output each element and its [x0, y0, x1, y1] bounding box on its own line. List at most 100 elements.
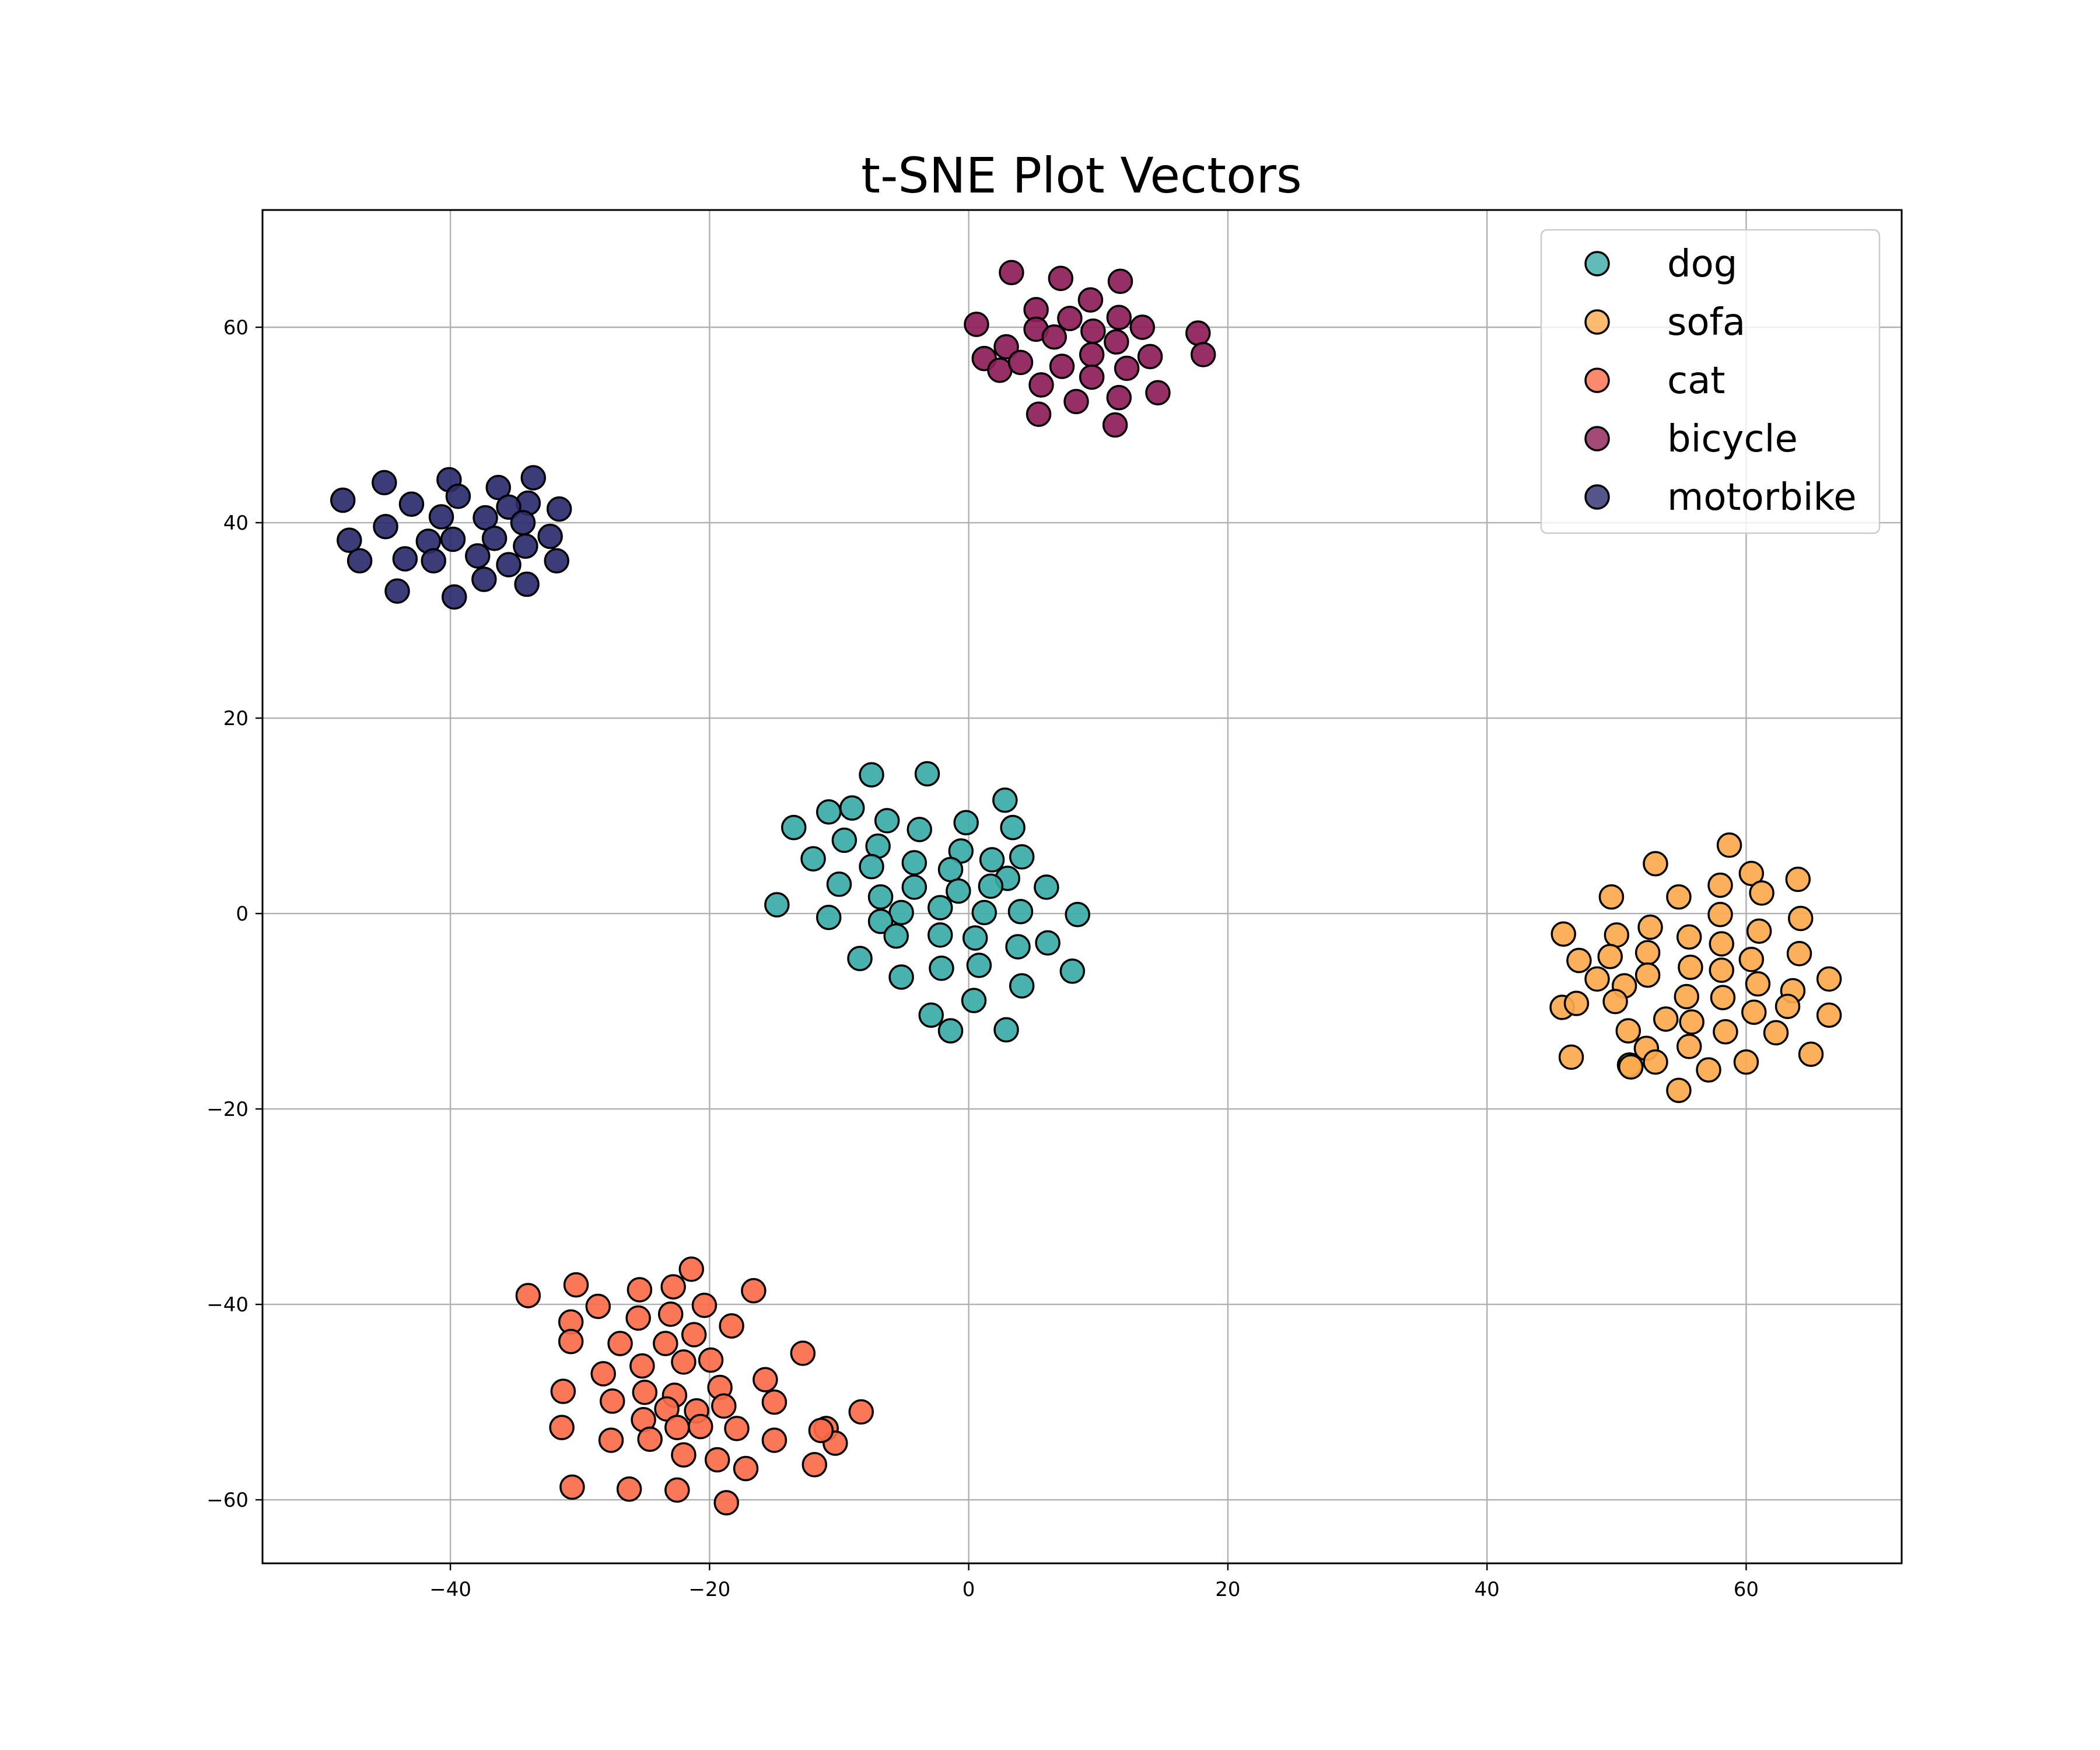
- point-cat: [657, 1301, 684, 1327]
- point-dog: [1005, 934, 1031, 960]
- x-tick-label: 20: [1215, 1578, 1240, 1601]
- point-cat: [598, 1427, 624, 1453]
- point-cat: [802, 1452, 828, 1478]
- point-sofa: [1745, 971, 1771, 997]
- point-sofa: [1563, 991, 1590, 1016]
- point-motorbike: [372, 470, 397, 496]
- point-sofa: [1709, 931, 1734, 957]
- point-dog: [937, 856, 964, 883]
- point-dog: [831, 827, 858, 853]
- point-dog: [1065, 901, 1090, 928]
- point-dog: [816, 905, 842, 930]
- point-sofa: [1786, 940, 1812, 967]
- point-sofa: [1738, 947, 1765, 972]
- y-tick-label: 0: [236, 902, 249, 926]
- point-cat: [664, 1477, 690, 1503]
- point-bicycle: [1107, 268, 1133, 295]
- point-cat: [632, 1380, 658, 1405]
- point-dog: [1009, 973, 1035, 999]
- point-cat: [515, 1283, 541, 1308]
- point-dog: [1059, 958, 1086, 984]
- point-dog: [953, 810, 979, 836]
- point-sofa: [1787, 905, 1814, 932]
- point-cat: [590, 1361, 616, 1387]
- point-cat: [733, 1455, 759, 1482]
- point-cat: [808, 1418, 834, 1443]
- point-dog: [993, 1017, 1019, 1043]
- point-sofa: [1643, 850, 1668, 877]
- point-bicycle: [1185, 320, 1211, 346]
- point-dog: [847, 946, 873, 971]
- point-bicycle: [1007, 349, 1034, 376]
- series-cat: [515, 1256, 874, 1516]
- point-sofa: [1676, 924, 1702, 950]
- point-sofa: [1584, 966, 1610, 992]
- x-tick-label: 40: [1475, 1578, 1500, 1601]
- point-sofa: [1550, 921, 1576, 947]
- legend-label: dog: [1667, 243, 1737, 286]
- legend-marker: [1584, 426, 1610, 452]
- point-cat: [752, 1367, 778, 1392]
- point-sofa: [1774, 993, 1801, 1019]
- point-bicycle: [1137, 344, 1163, 370]
- point-cat: [616, 1476, 642, 1502]
- point-cat: [559, 1474, 585, 1500]
- point-motorbike: [471, 566, 497, 592]
- point-sofa: [1604, 922, 1630, 948]
- point-bicycle: [1057, 306, 1083, 331]
- y-tick-label: 40: [223, 512, 249, 535]
- point-dog: [928, 922, 953, 948]
- point-cat: [660, 1274, 686, 1300]
- point-motorbike: [464, 543, 491, 569]
- legend: dog sofa cat bicycle motorbike: [1540, 229, 1881, 534]
- point-cat: [724, 1416, 750, 1441]
- point-cat: [549, 1415, 575, 1440]
- point-sofa: [1597, 944, 1623, 970]
- legend-marker: [1584, 251, 1610, 276]
- point-bicycle: [1104, 329, 1129, 355]
- y-tick-label: 20: [223, 707, 249, 730]
- point-bicycle: [1041, 324, 1067, 350]
- point-bicycle: [1190, 342, 1216, 368]
- point-dog: [888, 964, 914, 990]
- point-sofa: [1634, 940, 1661, 965]
- point-cat: [664, 1415, 690, 1440]
- data-points: [330, 260, 1842, 1516]
- point-cat: [678, 1256, 705, 1282]
- point-sofa: [1566, 947, 1592, 974]
- point-dog: [971, 900, 998, 926]
- point-dog: [816, 799, 842, 825]
- point-bicycle: [1129, 314, 1156, 340]
- legend-entry-cat: cat: [1584, 359, 1726, 402]
- point-dog: [874, 808, 900, 834]
- point-cat: [761, 1427, 788, 1453]
- point-sofa: [1676, 1034, 1702, 1059]
- point-cat: [848, 1399, 874, 1425]
- point-cat: [671, 1442, 696, 1468]
- point-bicycle: [1106, 384, 1132, 411]
- point-dog: [1009, 844, 1035, 870]
- x-tick-label: 60: [1734, 1578, 1759, 1601]
- x-tick-label: 0: [963, 1578, 975, 1601]
- point-dog: [978, 873, 1004, 899]
- point-sofa: [1679, 1009, 1704, 1035]
- point-sofa: [1666, 884, 1692, 910]
- point-cat: [688, 1413, 713, 1440]
- point-dog: [859, 853, 884, 880]
- point-dog: [839, 795, 865, 821]
- point-bicycle: [1049, 354, 1075, 379]
- legend-entry-motorbike: motorbike: [1584, 476, 1857, 519]
- point-dog: [914, 761, 940, 787]
- point-motorbike: [392, 546, 418, 572]
- chart-title: t-SNE Plot Vectors: [861, 147, 1302, 204]
- point-bicycle: [1063, 388, 1089, 415]
- y-tick-label: −20: [206, 1098, 249, 1121]
- point-dog: [901, 874, 928, 900]
- point-sofa: [1643, 1049, 1668, 1075]
- legend-marker: [1584, 309, 1610, 335]
- point-dog: [1000, 814, 1026, 841]
- series-dog: [764, 761, 1090, 1044]
- point-sofa: [1707, 901, 1733, 928]
- point-sofa: [1798, 1041, 1824, 1068]
